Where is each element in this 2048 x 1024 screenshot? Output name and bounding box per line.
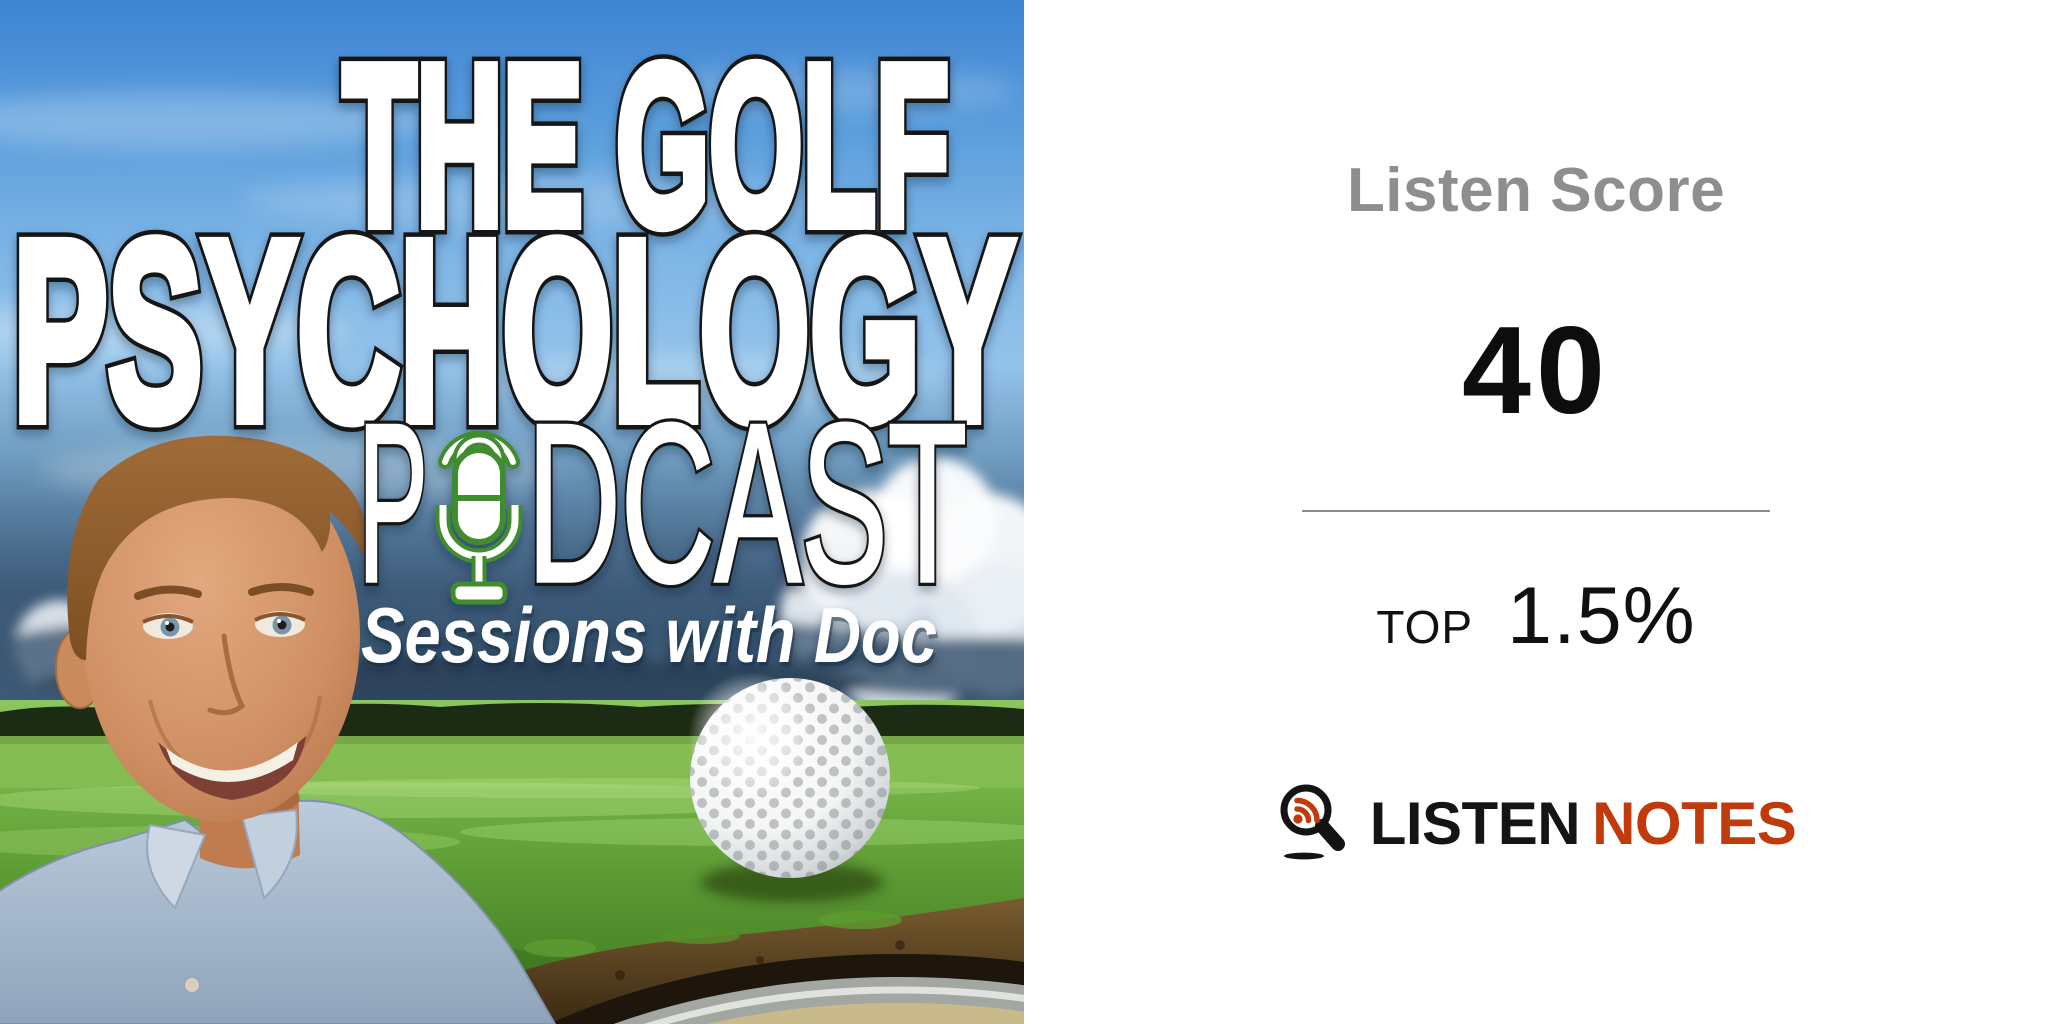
shirt-button bbox=[183, 976, 201, 994]
collar-left bbox=[146, 823, 207, 910]
brand-word-notes: NOTES bbox=[1592, 789, 1797, 857]
title-line1-outline: THE GOLF bbox=[343, 19, 949, 273]
cover-subtitle: Sessions with Doc bbox=[361, 591, 937, 679]
host-portrait bbox=[0, 435, 557, 1024]
divider bbox=[1302, 510, 1770, 512]
shirt bbox=[0, 799, 557, 1024]
smiling-mouth bbox=[158, 736, 306, 800]
eye-right bbox=[254, 611, 306, 637]
listen-score-value: 40 bbox=[1462, 302, 1610, 440]
eyebrow-right bbox=[248, 583, 314, 596]
title-line3-p-outline: P bbox=[358, 376, 428, 629]
listen-notes-logo[interactable]: LISTEN NOTES bbox=[1024, 780, 2048, 867]
hair bbox=[67, 435, 371, 660]
top-percent-value: 1.5% bbox=[1507, 571, 1696, 661]
title-line3-rest: DCAST bbox=[527, 376, 967, 629]
listen-score-label: Listen Score bbox=[1346, 156, 1726, 225]
cover-subtitle-shadow: Sessions with Doc bbox=[363, 595, 939, 683]
title-line1: THE GOLF bbox=[343, 19, 949, 273]
nose bbox=[207, 633, 246, 716]
title-line2: PSYCHOLOGY bbox=[13, 188, 1015, 474]
cover-title: THE GOLF THE GOLF PSYCHOLOGY PSYCHOLOGY … bbox=[3, 9, 1025, 684]
brand-wordmark: LISTEN NOTES bbox=[1370, 793, 1797, 854]
microphone-icon bbox=[435, 430, 523, 605]
brand-word-listen: LISTEN bbox=[1369, 789, 1581, 857]
golf-ball bbox=[688, 672, 890, 902]
podcast-cover-art: THE GOLF THE GOLF PSYCHOLOGY PSYCHOLOGY … bbox=[0, 0, 1024, 1024]
title-line3-rest-outline: DCAST bbox=[527, 376, 967, 629]
top-percent-row: TOP 1.5% bbox=[1024, 576, 2048, 657]
magnifier-rss-icon bbox=[1276, 780, 1352, 867]
cover-art-canvas: THE GOLF THE GOLF PSYCHOLOGY PSYCHOLOGY … bbox=[0, 0, 1024, 1024]
title-line3-p: P bbox=[358, 376, 428, 629]
listen-score-panel: Listen Score 40 TOP 1.5% LISTEN NOTES bbox=[1024, 0, 2048, 1024]
eye-left bbox=[142, 613, 194, 639]
golf-hole bbox=[420, 898, 1024, 1024]
title-line2-outline: PSYCHOLOGY bbox=[13, 188, 1015, 474]
eyebrow-left bbox=[134, 585, 202, 600]
top-label: TOP bbox=[1376, 601, 1474, 653]
collar-right bbox=[240, 808, 298, 900]
